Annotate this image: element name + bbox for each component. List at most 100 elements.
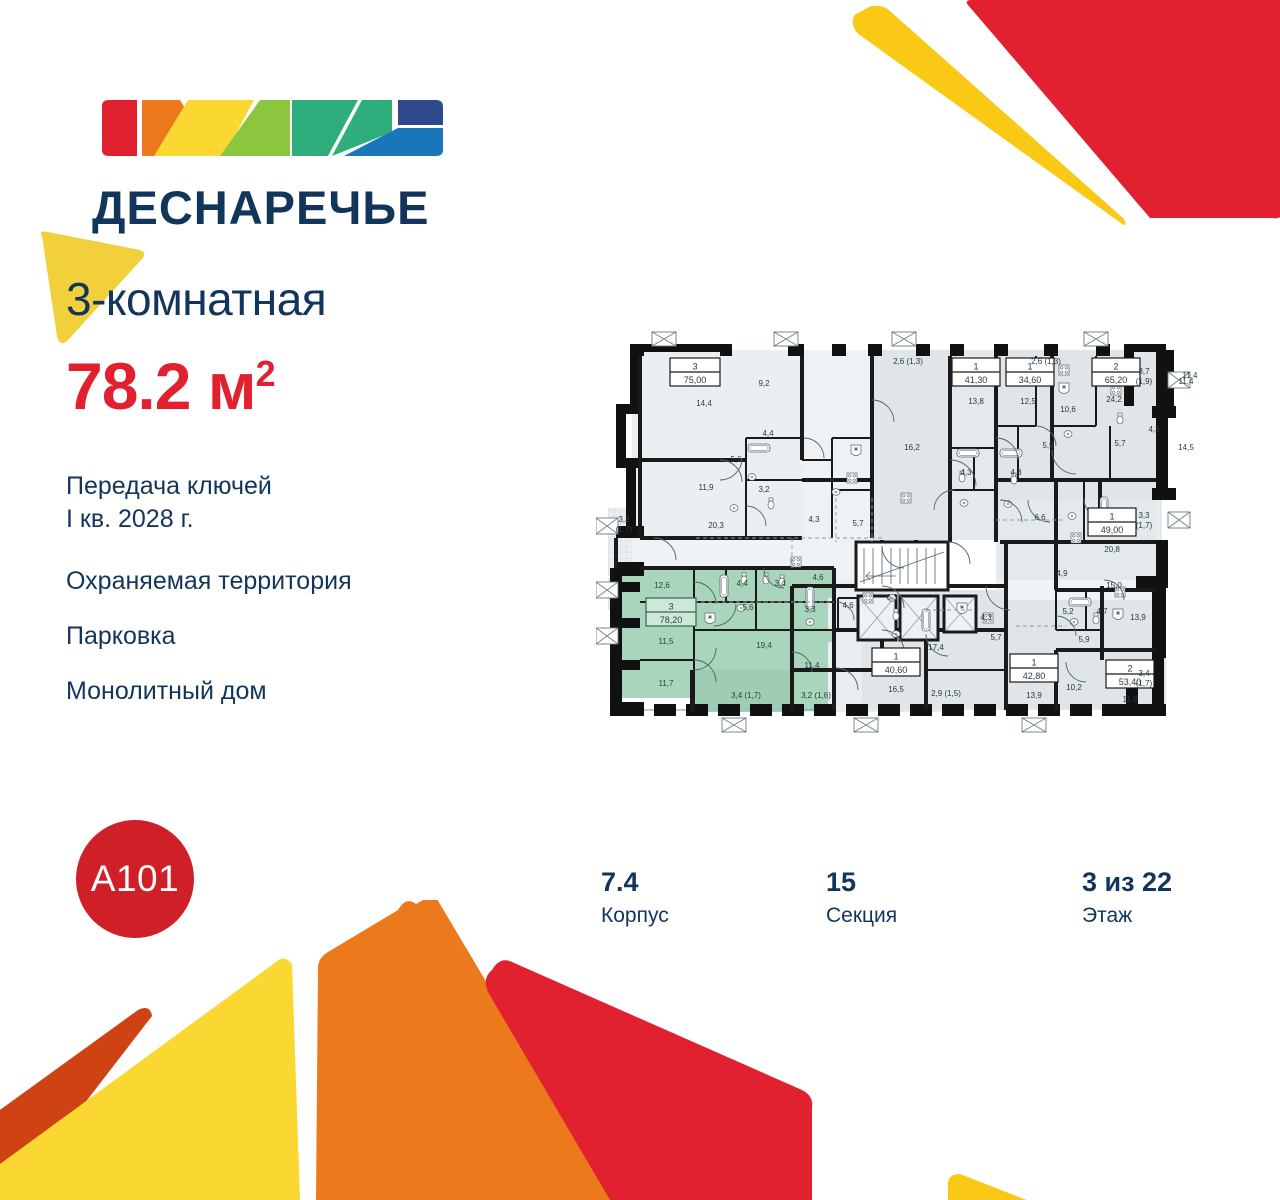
svg-text:3: 3 — [692, 362, 697, 372]
svg-text:1: 1 — [893, 652, 898, 662]
svg-text:75,00: 75,00 — [684, 375, 707, 385]
stat-building-label: Корпус — [601, 903, 669, 927]
svg-text:65,20: 65,20 — [1105, 375, 1128, 385]
svg-text:4,6: 4,6 — [842, 601, 854, 610]
apartment-badge: 2 53,40 — [1105, 659, 1155, 689]
svg-text:13,8: 13,8 — [968, 397, 984, 406]
stat-building-value: 7.4 — [601, 867, 639, 897]
svg-text:42,80: 42,80 — [1023, 671, 1046, 681]
svg-text:34,60: 34,60 — [1019, 375, 1042, 385]
feature-secured-territory: Охраняемая территория — [66, 567, 352, 595]
apartment-badge: 1 34,60 — [1005, 357, 1055, 387]
page-title: 3-комнатная — [66, 273, 327, 325]
feature-keys-line2: I кв. 2028 г. — [66, 505, 194, 533]
brand-name: ДЕСНАРЕЧЬЕ — [92, 181, 430, 234]
apartment-badge: 2 65,20 — [1091, 357, 1141, 387]
svg-text:4,4: 4,4 — [762, 429, 774, 438]
svg-text:5,9: 5,9 — [1078, 635, 1090, 644]
svg-text:14,4: 14,4 — [696, 399, 712, 408]
door-swings — [653, 399, 1125, 691]
svg-text:41,30: 41,30 — [965, 375, 988, 385]
svg-text:(1,7): (1,7) — [1136, 521, 1153, 530]
stat-floor: 3 из 22 Этаж — [1082, 867, 1173, 928]
stat-section-value: 15 — [826, 867, 857, 897]
svg-text:4,3: 4,3 — [960, 468, 972, 477]
svg-text:4,3: 4,3 — [808, 515, 820, 524]
stat-section-label: Секция — [826, 903, 898, 927]
floorplan-labels: 3 75,00 14,4 9,2 11,9 4,4 5,6 3,2 2,6 (1… — [616, 357, 1195, 704]
svg-text:11,8: 11,8 — [1123, 695, 1139, 704]
loggia-labels: 3,7 (1,9) 3,3 (1,7) 3,4 (1,7) 11,4 14,5 — [1136, 367, 1198, 688]
highlighted-apartment-badge: 3 78,20 — [645, 597, 697, 627]
floorplan[interactable]: 3 75,00 14,4 9,2 11,9 4,4 5,6 3,2 2,6 (1… — [596, 330, 1216, 770]
svg-text:3,3: 3,3 — [618, 515, 630, 524]
svg-text:19,4: 19,4 — [756, 641, 772, 650]
stat-floor-value: 3 из 22 — [1082, 867, 1173, 897]
svg-text:3,3: 3,3 — [804, 605, 816, 614]
svg-text:24,2: 24,2 — [1106, 395, 1122, 404]
feature-monolithic-house: Монолитный дом — [66, 677, 267, 705]
svg-text:40,60: 40,60 — [885, 665, 908, 675]
elevator-x-marks — [859, 597, 975, 639]
svg-text:13,9: 13,9 — [1130, 613, 1146, 622]
feature-keys-handover: Передача ключей I кв. 2028 г. — [66, 470, 272, 536]
svg-text:(1,9): (1,9) — [1136, 377, 1153, 386]
svg-text:2,9 (1,5): 2,9 (1,5) — [931, 689, 961, 698]
svg-text:16,5: 16,5 — [888, 685, 904, 694]
decoration-top-right — [852, 0, 1280, 225]
svg-text:5,2: 5,2 — [1062, 607, 1074, 616]
svg-text:3,3: 3,3 — [1138, 511, 1150, 520]
svg-text:49,00: 49,00 — [1101, 525, 1124, 535]
svg-text:3,7: 3,7 — [1138, 367, 1150, 376]
svg-text:4,4: 4,4 — [736, 579, 748, 588]
svg-text:11,7: 11,7 — [659, 679, 675, 688]
svg-text:4,9: 4,9 — [1056, 569, 1068, 578]
svg-text:53,40: 53,40 — [1119, 677, 1142, 687]
area-number: 78.2 м — [66, 349, 257, 423]
svg-text:5,6: 5,6 — [730, 455, 742, 464]
floorplan-svg[interactable]: 3 75,00 14,4 9,2 11,9 4,4 5,6 3,2 2,6 (1… — [596, 330, 1216, 770]
svg-text:3,4: 3,4 — [1138, 669, 1150, 678]
svg-text:11,4: 11,4 — [1179, 377, 1195, 386]
svg-text:9,2: 9,2 — [758, 379, 770, 388]
window-marks — [596, 331, 1191, 733]
svg-text:11,9: 11,9 — [699, 483, 715, 492]
apartment-badge: 3 75,00 — [669, 357, 721, 387]
apartment-badge: 1 41,30 — [951, 357, 1001, 387]
svg-text:3,4 (1,7): 3,4 (1,7) — [731, 691, 761, 700]
svg-text:17,4: 17,4 — [928, 643, 944, 652]
brand-logo: ДЕСНАРЕЧЬЕ — [92, 92, 462, 235]
stat-building: 7.4 Корпус — [601, 867, 669, 928]
svg-text:11,4: 11,4 — [1183, 371, 1199, 380]
svg-text:5,7: 5,7 — [990, 633, 1002, 642]
svg-text:78,20: 78,20 — [660, 615, 683, 625]
area-superscript: 2 — [255, 353, 276, 394]
decoration-bottom-right — [947, 1174, 1027, 1200]
svg-text:4,6: 4,6 — [812, 573, 824, 582]
stat-floor-label: Этаж — [1082, 903, 1133, 927]
apartment-badge: 1 42,80 — [1009, 653, 1059, 683]
svg-text:11,4: 11,4 — [805, 661, 821, 670]
svg-text:10,2: 10,2 — [1066, 683, 1082, 692]
elevator-shafts — [856, 594, 978, 642]
decoration-bottom-center — [485, 960, 813, 1200]
svg-text:3,2: 3,2 — [758, 485, 770, 494]
apartment-badge: 1 49,00 — [1087, 507, 1137, 537]
svg-text:12,6: 12,6 — [654, 581, 670, 590]
svg-text:1: 1 — [973, 362, 978, 372]
decoration-bottom-left — [0, 900, 616, 1200]
svg-text:5,9: 5,9 — [1042, 441, 1054, 450]
stat-section: 15 Секция — [826, 867, 898, 928]
svg-text:13,9: 13,9 — [1026, 691, 1042, 700]
svg-text:1: 1 — [1109, 512, 1114, 522]
svg-text:20,3: 20,3 — [708, 521, 724, 530]
svg-text:1: 1 — [1031, 658, 1036, 668]
svg-text:(1,7): (1,7) — [616, 525, 633, 534]
svg-text:5,7: 5,7 — [852, 519, 864, 528]
svg-text:2,6 (1,3): 2,6 (1,3) — [893, 357, 923, 366]
svg-text:12,5: 12,5 — [1020, 397, 1036, 406]
area-value: 78.2 м2 — [66, 348, 276, 424]
svg-text:2: 2 — [1113, 362, 1118, 372]
svg-text:15,0: 15,0 — [1106, 581, 1122, 590]
svg-text:6,3: 6,3 — [886, 593, 898, 602]
